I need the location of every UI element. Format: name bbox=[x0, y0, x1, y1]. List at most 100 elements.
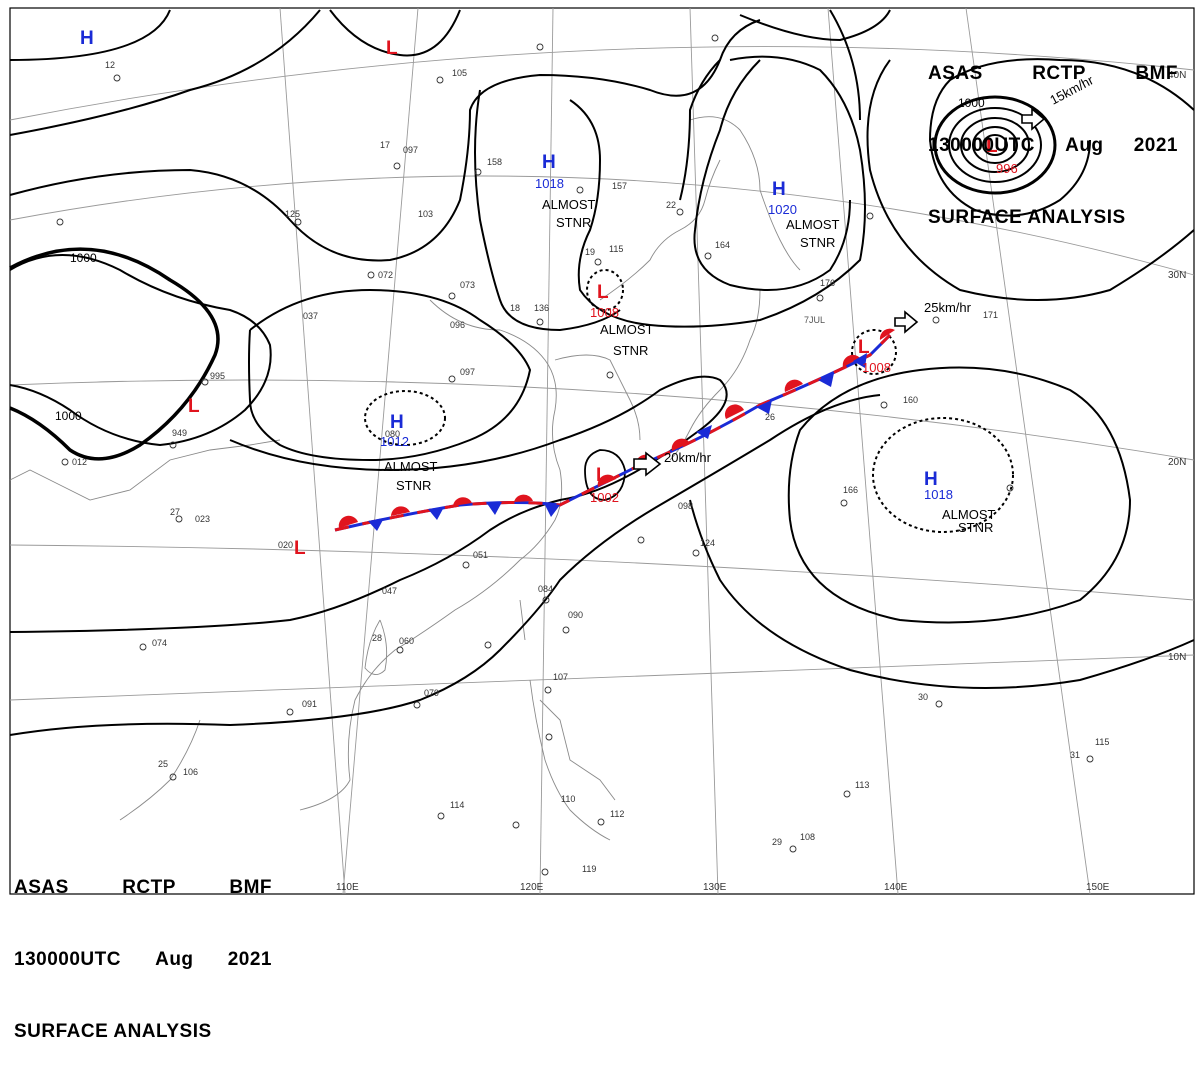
station-plots bbox=[56, 34, 1094, 876]
header-month: Aug bbox=[1065, 135, 1104, 156]
station-value: 12 bbox=[105, 60, 115, 70]
station-value: 125 bbox=[285, 209, 300, 219]
footer-title: SURFACE ANALYSIS bbox=[14, 1021, 212, 1042]
station-value: 26 bbox=[765, 412, 775, 422]
footer-month: Aug bbox=[155, 949, 194, 970]
low-center: L bbox=[294, 538, 306, 559]
coastlines bbox=[9, 116, 801, 841]
station-value: 098 bbox=[678, 501, 693, 511]
high-center: H bbox=[80, 28, 94, 49]
station-value: 995 bbox=[210, 371, 225, 381]
isobar-label: 1000 bbox=[55, 409, 82, 423]
station-value: 097 bbox=[460, 367, 475, 377]
high-pressure-value: 1012 bbox=[380, 434, 409, 449]
motion-note: STNR bbox=[958, 520, 993, 535]
station-value: 157 bbox=[612, 181, 627, 191]
station-value: 112 bbox=[610, 809, 624, 819]
station-value: 023 bbox=[195, 514, 210, 524]
low-pressure-value: 996 bbox=[996, 161, 1018, 176]
low-center: L bbox=[986, 136, 998, 157]
low-center: L bbox=[596, 465, 608, 486]
chart-header-bottom: ASAS RCTP BMF 130000UTC Aug 2021 SURFACE… bbox=[14, 828, 272, 1068]
low-center: L bbox=[386, 38, 398, 59]
arrow-icon bbox=[894, 310, 919, 334]
station-value: 25 bbox=[158, 759, 168, 769]
footer-time: 130000UTC bbox=[14, 949, 121, 970]
station-value: 31 bbox=[1070, 750, 1080, 760]
low-pressure-value: 1002 bbox=[590, 490, 619, 505]
station-value: 171 bbox=[983, 310, 998, 320]
pressure-centers: H L H 1018 ALMOST STNR H 1020 ALMOST STN… bbox=[80, 28, 1018, 559]
lon-label: 120E bbox=[520, 882, 544, 893]
station-value: 020 bbox=[278, 540, 293, 550]
station-value: 090 bbox=[568, 610, 583, 620]
station-value: 091 bbox=[302, 699, 317, 709]
footer-center: RCTP bbox=[122, 877, 176, 898]
front-date-label: 7JUL bbox=[804, 315, 825, 325]
motion-speed: 20km/hr bbox=[664, 450, 712, 465]
station-value: 17 bbox=[380, 140, 390, 150]
station-value: 084 bbox=[538, 584, 553, 594]
map-border bbox=[9, 7, 1195, 895]
station-value: 29 bbox=[772, 837, 782, 847]
arrow-icon bbox=[1021, 107, 1046, 131]
footer-line-2: 130000UTC Aug 2021 bbox=[14, 948, 272, 972]
motion-note: STNR bbox=[396, 478, 431, 493]
station-value: 012 bbox=[72, 457, 87, 467]
footer-year: 2021 bbox=[227, 949, 272, 970]
motion-speed: 25km/hr bbox=[924, 300, 972, 315]
lat-label: 40N bbox=[1168, 70, 1186, 81]
station-value: 160 bbox=[903, 395, 918, 405]
station-value: 051 bbox=[473, 550, 488, 560]
station-value: 106 bbox=[183, 767, 198, 777]
station-value: 114 bbox=[450, 800, 464, 810]
station-value: 176 bbox=[820, 278, 835, 288]
high-center: H bbox=[390, 412, 404, 433]
lon-label: 110E bbox=[336, 882, 359, 893]
cold-front-symbols bbox=[368, 353, 867, 531]
header-code: BMF bbox=[1135, 63, 1178, 84]
high-center: H bbox=[924, 469, 938, 490]
low-center: L bbox=[858, 337, 870, 358]
motion-note: STNR bbox=[556, 215, 591, 230]
footer-code: BMF bbox=[229, 877, 272, 898]
low-center: L bbox=[188, 396, 200, 417]
station-value: 037 bbox=[303, 311, 318, 321]
low-center: L bbox=[597, 282, 609, 303]
station-value: 108 bbox=[800, 832, 815, 842]
footer-line-1: ASAS RCTP BMF bbox=[14, 876, 272, 900]
station-value: 079 bbox=[424, 688, 439, 698]
motion-note: ALMOST bbox=[542, 197, 596, 212]
motion-note: STNR bbox=[800, 235, 835, 250]
lat-label: 10N bbox=[1168, 652, 1186, 663]
station-value: 115 bbox=[609, 244, 623, 254]
dashed-contours bbox=[364, 269, 1014, 533]
station-value: 949 bbox=[172, 428, 187, 438]
station-value: 107 bbox=[553, 672, 568, 682]
station-value: 074 bbox=[152, 638, 167, 648]
station-value: 060 bbox=[399, 636, 414, 646]
station-value: 30 bbox=[918, 692, 928, 702]
station-value: 119 bbox=[582, 864, 596, 874]
high-pressure-value: 1020 bbox=[768, 202, 797, 217]
station-value: 080 bbox=[385, 429, 400, 439]
motion-note: STNR bbox=[613, 343, 648, 358]
low-pressure-value: 1008 bbox=[862, 360, 891, 375]
header-year: 2021 bbox=[1133, 135, 1178, 156]
station-value: 19 bbox=[585, 247, 595, 257]
motion-note: ALMOST bbox=[600, 322, 654, 337]
motion-arrows bbox=[633, 107, 1046, 477]
station-value: 164 bbox=[715, 240, 730, 250]
header-line-2: 130000UTC Aug 2021 bbox=[928, 134, 1178, 158]
isobar-labels: 1000 1000 1000 bbox=[55, 96, 985, 423]
lon-label: 150E bbox=[1086, 882, 1110, 893]
motion-note: ALMOST bbox=[786, 217, 840, 232]
station-value: 047 bbox=[382, 586, 397, 596]
station-value: 166 bbox=[843, 485, 858, 495]
chart-header-top: ASAS RCTP BMF 130000UTC Aug 2021 SURFACE… bbox=[928, 14, 1178, 254]
weather-chart: 12 105 17 097 18 158 136 115 19 157 995 … bbox=[9, 7, 1195, 895]
isobar-label: 1000 bbox=[70, 251, 97, 265]
station-value: 103 bbox=[418, 209, 433, 219]
station-value: 115 bbox=[1095, 737, 1109, 747]
station-data: 12 105 17 097 18 158 136 115 19 157 995 … bbox=[72, 60, 1109, 874]
